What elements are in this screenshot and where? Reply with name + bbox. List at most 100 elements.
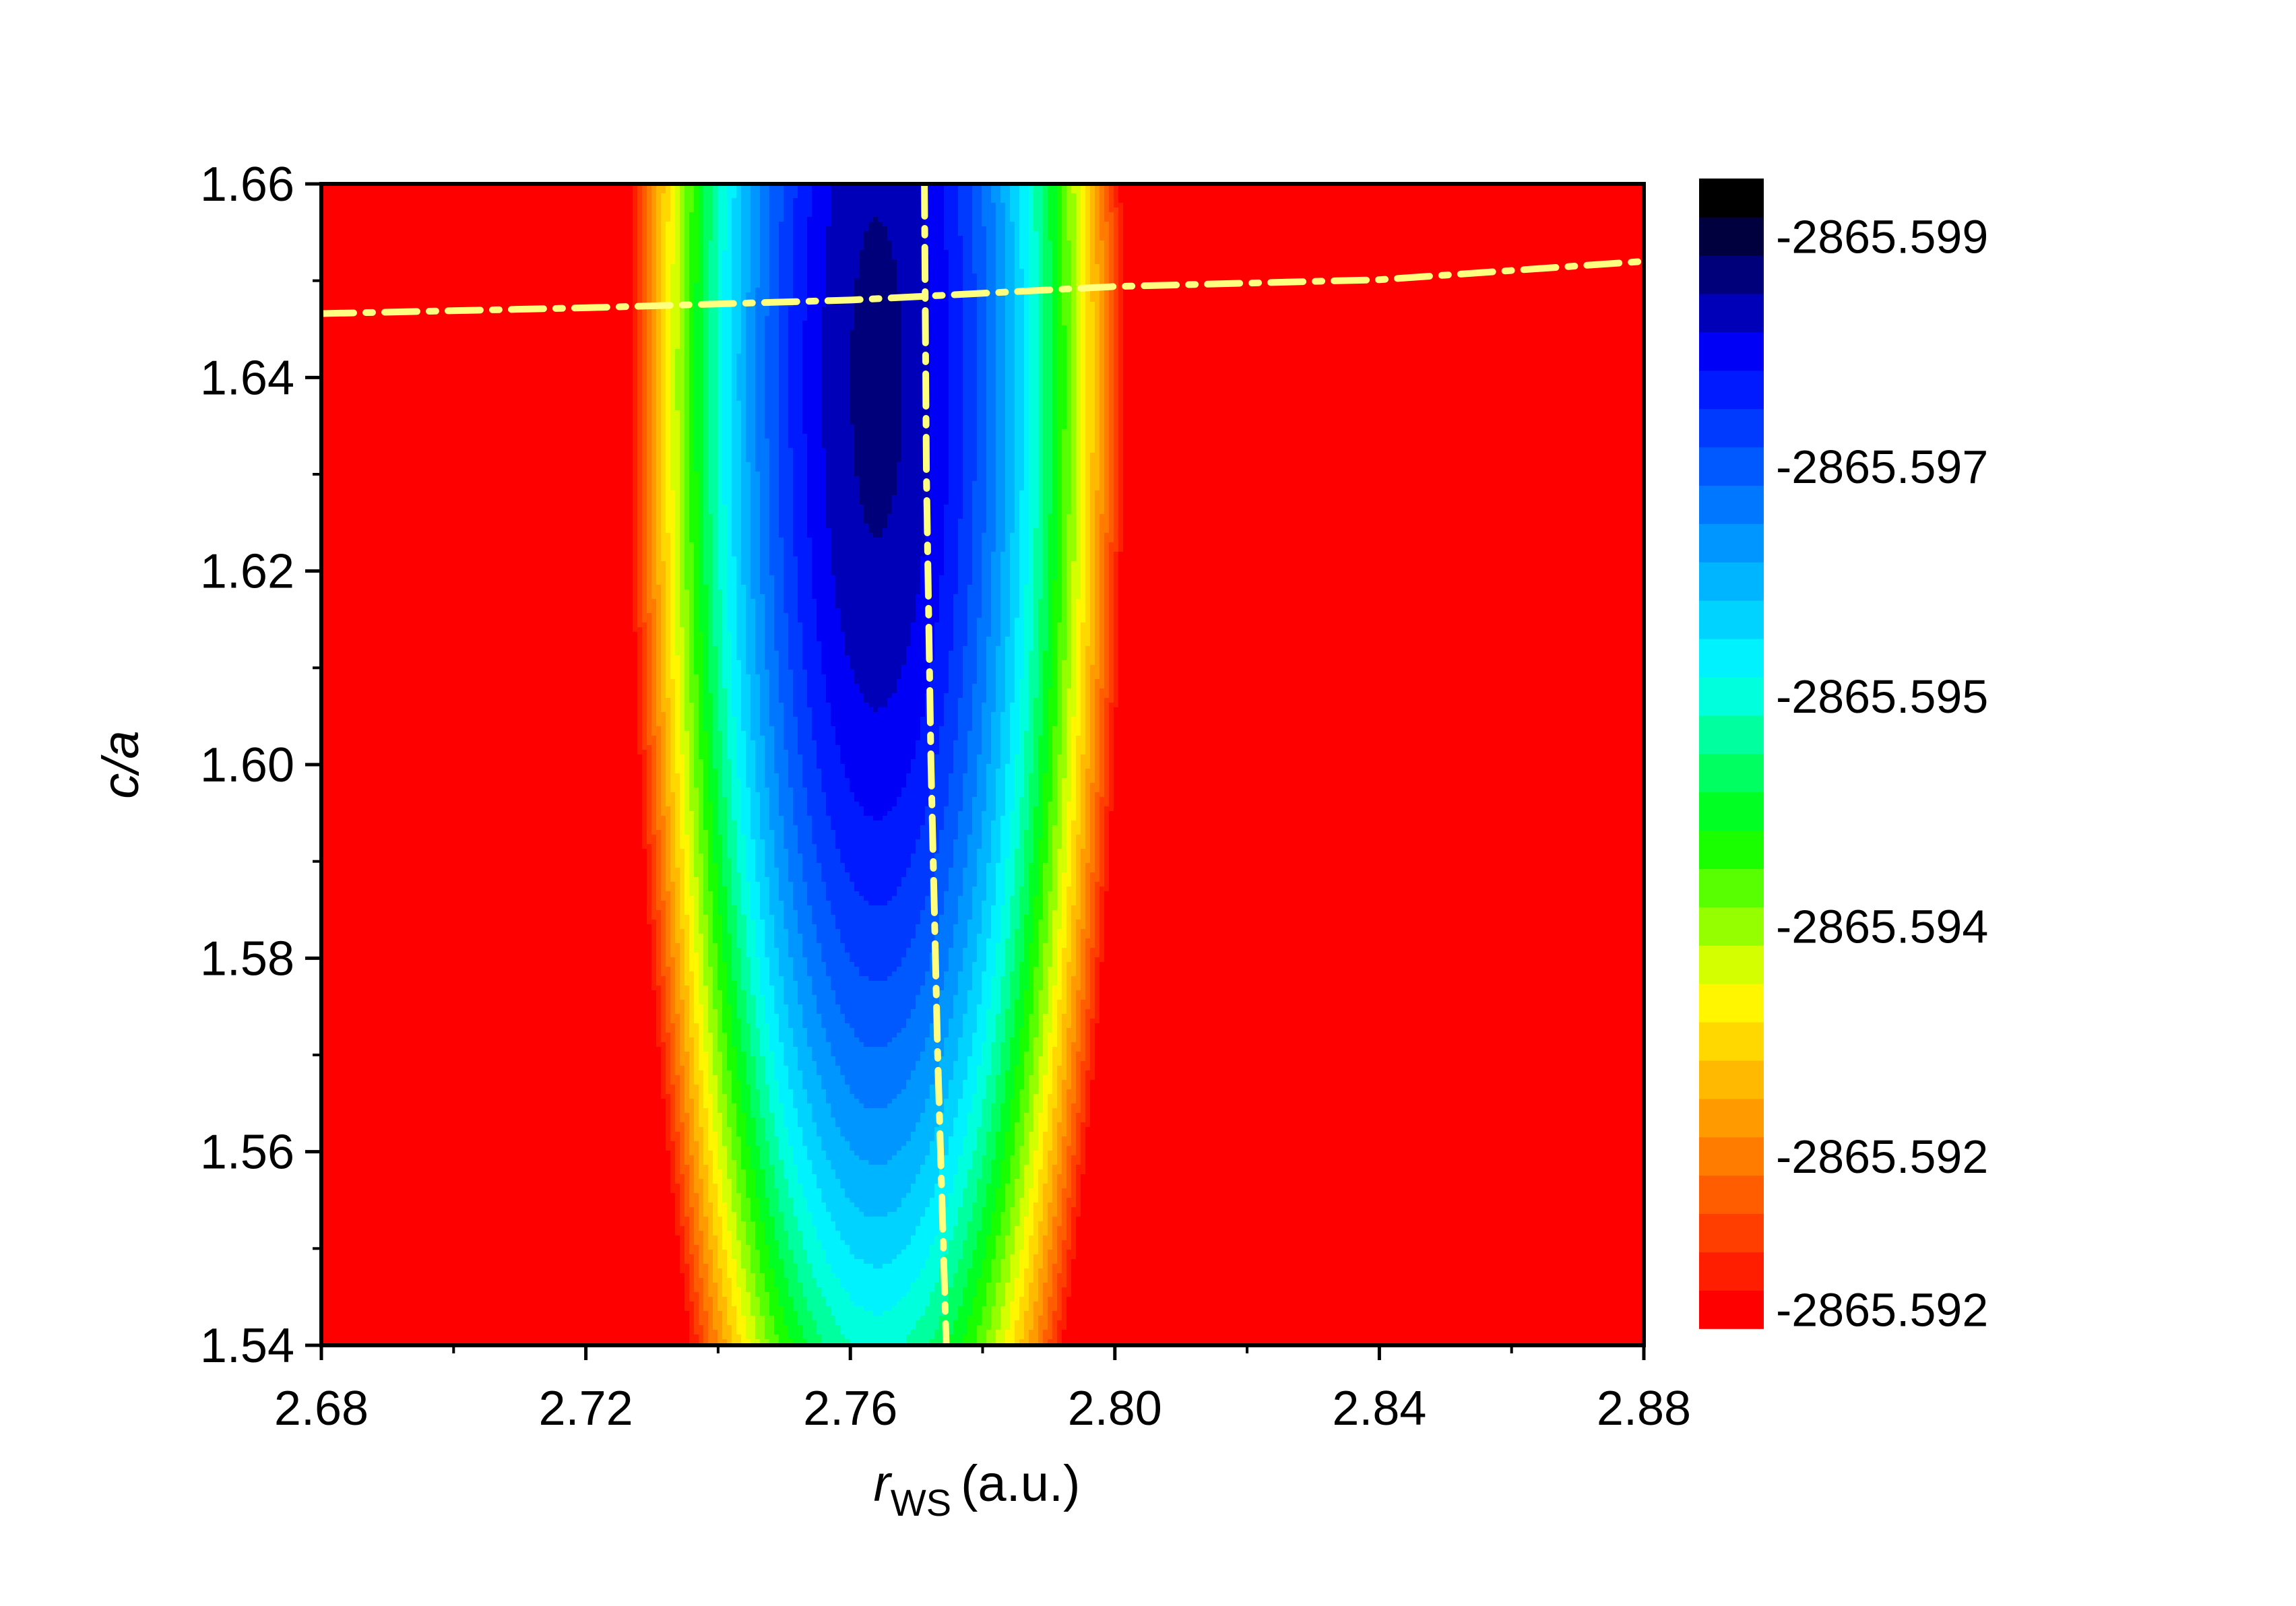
contour-cell (751, 207, 756, 213)
contour-cell (873, 217, 879, 222)
contour-cell (354, 193, 360, 199)
contour-cell (883, 207, 888, 213)
contour-cell (1552, 198, 1558, 203)
contour-cell (746, 198, 751, 203)
contour-cell (953, 203, 959, 208)
contour-cell (1448, 193, 1454, 199)
contour-cell (387, 203, 393, 208)
contour-cell (986, 189, 992, 194)
contour-cell (336, 203, 341, 208)
contour-cell (835, 198, 841, 203)
contour-cell (350, 189, 355, 194)
contour-cell (1208, 207, 1213, 213)
contour-cell (949, 203, 954, 208)
contour-cell (746, 217, 751, 222)
contour-cell (397, 189, 402, 194)
contour-cell (751, 193, 756, 199)
contour-cell (1241, 203, 1246, 208)
contour-cell (369, 203, 374, 208)
contour-cell (496, 212, 501, 218)
contour-cell (1349, 189, 1355, 194)
contour-cell (1364, 212, 1369, 218)
contour-cell (1062, 189, 1067, 194)
contour-cell (340, 222, 346, 227)
contour-cell (548, 212, 553, 218)
contour-cell (680, 193, 685, 199)
contour-cell (807, 217, 812, 222)
contour-cell (689, 222, 695, 227)
contour-cell (364, 222, 369, 227)
contour-cell (1581, 207, 1586, 213)
contour-cell (1255, 189, 1261, 194)
contour-cell (1246, 189, 1251, 194)
contour-cell (595, 198, 600, 203)
contour-cell (618, 189, 624, 194)
contour-cell (1151, 203, 1157, 208)
contour-cell (1472, 198, 1477, 203)
contour-cell (1033, 193, 1039, 199)
contour-cell (468, 207, 473, 213)
contour-cell (1166, 217, 1171, 222)
contour-cell (996, 193, 1001, 199)
contour-cell (732, 203, 737, 208)
contour-cell (887, 217, 893, 222)
contour-cell (444, 217, 449, 222)
contour-cell (425, 207, 430, 213)
contour-cell (331, 189, 336, 194)
contour-cell (883, 212, 888, 218)
contour-cell (741, 207, 746, 213)
contour-cell (449, 189, 454, 194)
contour-cell (1222, 207, 1227, 213)
contour-cell (784, 198, 789, 203)
contour-cell (793, 222, 798, 227)
contour-cell (722, 198, 728, 203)
contour-cell (784, 203, 789, 208)
contour-cell (439, 217, 445, 222)
contour-cell (1288, 193, 1294, 199)
contour-cell (435, 212, 440, 218)
contour-cell (854, 193, 860, 199)
contour-cell (453, 193, 459, 199)
contour-cell (732, 193, 737, 199)
contour-cell (1283, 193, 1289, 199)
contour-cell (378, 222, 383, 227)
contour-cell (1486, 203, 1492, 208)
contour-cell (774, 207, 779, 213)
contour-cell (1411, 207, 1416, 213)
contour-cell (906, 189, 912, 194)
contour-cell (845, 189, 850, 194)
contour-cell (614, 222, 619, 227)
contour-cell (1104, 189, 1110, 194)
contour-cell (897, 198, 902, 203)
contour-cell (779, 217, 784, 222)
contour-cell (798, 193, 803, 199)
contour-cell (435, 193, 440, 199)
contour-cell (977, 203, 982, 208)
contour-cell (1213, 212, 1218, 218)
contour-cell (788, 212, 794, 218)
contour-cell (736, 222, 742, 227)
contour-cell (802, 203, 808, 208)
contour-cell (1232, 207, 1237, 213)
contour-cell (590, 203, 596, 208)
contour-cell (850, 203, 855, 208)
contour-cell (364, 189, 369, 194)
contour-cell (1340, 203, 1345, 208)
contour-cell (482, 217, 487, 222)
contour-cell (703, 189, 709, 194)
contour-cell (1514, 198, 1520, 203)
contour-cell (1481, 207, 1487, 213)
contour-cell (694, 222, 699, 227)
contour-cell (609, 193, 614, 199)
contour-cell (1415, 198, 1421, 203)
contour-cell (336, 212, 341, 218)
contour-cell (472, 207, 478, 213)
contour-cell (949, 217, 954, 222)
contour-cell (1552, 207, 1558, 213)
contour-cell (1552, 189, 1558, 194)
contour-cell (1590, 198, 1595, 203)
contour-cell (336, 217, 341, 222)
contour-cell (1467, 207, 1473, 213)
contour-cell (1411, 212, 1416, 218)
contour-cell (1010, 203, 1015, 208)
